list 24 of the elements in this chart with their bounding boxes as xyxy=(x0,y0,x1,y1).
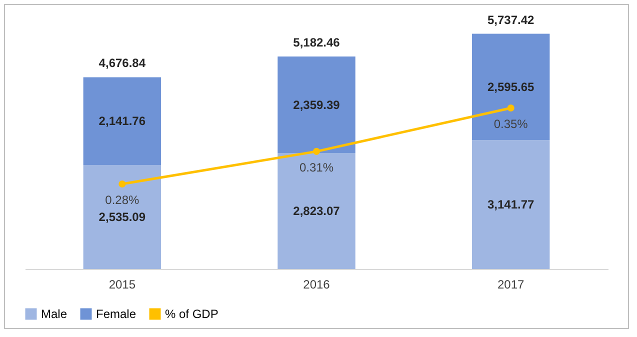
x-tick-label: 2016 xyxy=(303,278,330,292)
data-label: 0.35% xyxy=(494,117,528,131)
bar xyxy=(472,140,550,269)
x-tick-label: 2017 xyxy=(497,278,525,292)
bar xyxy=(83,165,162,269)
data-label: 2,359.39 xyxy=(293,98,340,112)
bar xyxy=(278,153,356,269)
bar xyxy=(83,77,162,166)
x-tick-label: 2015 xyxy=(108,278,136,292)
data-label: 0.31% xyxy=(299,160,334,174)
total-label: 5,737.42 xyxy=(487,12,535,27)
data-label: 3,141.77 xyxy=(487,198,535,212)
bar xyxy=(278,56,356,154)
legend-label: Female xyxy=(96,307,136,321)
total-label: 5,182.46 xyxy=(293,36,340,50)
data-label: 2,595.65 xyxy=(487,80,535,94)
legend-label: Male xyxy=(41,307,68,321)
total-label: 4,676.84 xyxy=(98,56,146,70)
legend-label: % of GDP xyxy=(165,307,218,321)
data-label: 0.28% xyxy=(105,193,140,207)
data-label: 2,535.09 xyxy=(98,210,146,224)
bar xyxy=(472,34,550,140)
data-label: 2,823.07 xyxy=(293,204,340,218)
data-label: 2,141.76 xyxy=(98,114,146,128)
